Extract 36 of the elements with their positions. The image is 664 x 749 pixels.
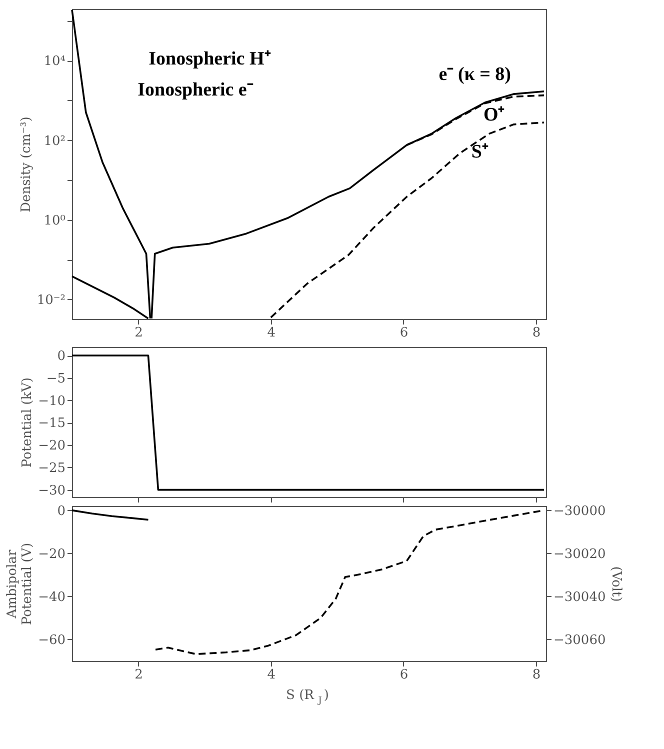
annotation: O⁺ xyxy=(483,104,506,126)
y-tick-label: 10⁻² xyxy=(36,292,66,308)
y-tick-label: −5 xyxy=(46,371,66,386)
annotation: Ionospheric H⁺ xyxy=(148,48,272,70)
y-tick-label: −40 xyxy=(38,590,66,605)
y-tick-label: −20 xyxy=(38,546,66,562)
x-tick-label: 8 xyxy=(532,326,541,340)
y-axis-title: Ambipolar Potential (V) xyxy=(5,542,36,626)
y-tick-label: −20 xyxy=(38,438,66,454)
annotation: S⁺ xyxy=(471,142,489,163)
y2-tick-label: −30020 xyxy=(554,546,606,562)
x-tick-label: 6 xyxy=(400,668,408,682)
y2-axis-title: (Volt) xyxy=(608,566,624,602)
y2-tick-label: −30060 xyxy=(554,632,606,648)
y-tick-label: −30 xyxy=(38,483,66,498)
y-tick-label: −15 xyxy=(38,416,66,432)
y2-tick-label: −30000 xyxy=(554,504,606,519)
y2-tick-label: −30040 xyxy=(554,590,606,605)
y-tick-label: 0 xyxy=(57,349,66,364)
x-tick-label: 8 xyxy=(532,668,541,682)
y-tick-label: 0 xyxy=(57,504,66,519)
annotation: e⁻ (κ = 8) xyxy=(438,64,512,86)
y-tick-label: 10⁴ xyxy=(44,54,66,70)
x-tick-label: 4 xyxy=(267,326,276,340)
x-tick-label: 4 xyxy=(267,668,276,682)
y-tick-label: 10⁰ xyxy=(44,213,66,228)
y-tick-label: −25 xyxy=(38,460,66,476)
x-tick-label: 2 xyxy=(134,326,143,340)
x-tick-label: 2 xyxy=(134,668,143,682)
y-axis-title: Density (cm⁻³) xyxy=(18,116,34,212)
y-tick-label: 10² xyxy=(44,134,66,149)
y-axis-title: Potential (kV) xyxy=(20,377,36,468)
y-tick-label: −10 xyxy=(38,394,66,409)
annotation: Ionospheric e⁻ xyxy=(138,80,254,101)
x-tick-label: 6 xyxy=(400,326,408,340)
y-tick-label: −60 xyxy=(38,632,66,648)
